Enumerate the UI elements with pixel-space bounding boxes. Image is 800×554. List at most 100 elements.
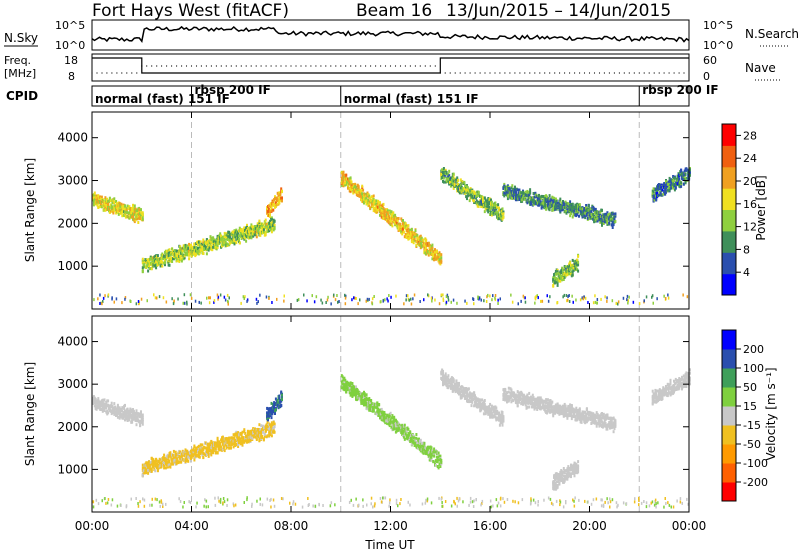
- ground-echo: [565, 294, 568, 297]
- echo-cell: [674, 186, 677, 190]
- echo-cell: [134, 218, 137, 222]
- echo-cell: [497, 210, 500, 214]
- nave-dot: [434, 65, 436, 67]
- ground-echo: [390, 295, 392, 299]
- echo-cell: [562, 204, 565, 208]
- echo-cell: [651, 193, 654, 197]
- ground-echo: [227, 299, 229, 303]
- echo-cell: [431, 246, 434, 250]
- ground-echo: [227, 302, 229, 306]
- ground-echo: [462, 500, 464, 504]
- ground-echo: [446, 293, 449, 297]
- echo-cell: [382, 202, 385, 206]
- echo-cell: [680, 181, 683, 185]
- echo-cell: [459, 188, 462, 192]
- ground-echo: [687, 502, 689, 506]
- echo-cell: [197, 247, 199, 250]
- echo-cell: [575, 206, 578, 210]
- echo-cell: [116, 403, 119, 407]
- echo-cell: [148, 267, 151, 271]
- ground-echo: [566, 299, 568, 303]
- ground-echo: [427, 293, 429, 297]
- echo-cell: [371, 204, 374, 208]
- ground-echo: [450, 504, 453, 508]
- echo-cell: [116, 202, 118, 206]
- nave-dot: [648, 72, 650, 74]
- ground-echo: [524, 296, 526, 300]
- ground-echo: [559, 500, 562, 504]
- echo-cell: [218, 440, 221, 444]
- echo-cell: [195, 454, 198, 458]
- echo-cell: [108, 407, 111, 410]
- echo-cell: [229, 235, 231, 239]
- ground-echo: [534, 297, 537, 301]
- ground-echo: [663, 505, 665, 509]
- echo-cell: [402, 219, 404, 222]
- ground-echo: [563, 293, 566, 297]
- ground-echo: [638, 496, 640, 500]
- echo-cell: [379, 213, 381, 217]
- echo-cell: [255, 235, 258, 239]
- ground-echo: [409, 503, 411, 507]
- echo-cell: [614, 214, 617, 218]
- nave-dot: [101, 72, 103, 74]
- ground-echo: [255, 297, 258, 301]
- echo-cell: [183, 453, 186, 457]
- nave-dot: [156, 65, 158, 67]
- nave-tick-top: 60: [703, 54, 717, 67]
- ground-echo: [650, 501, 652, 505]
- nsearch-tick-bottom: 10^0: [703, 39, 733, 52]
- ground-echo: [330, 501, 333, 505]
- nave-dot: [494, 72, 496, 74]
- ground-echo: [244, 295, 246, 299]
- echo-cell: [569, 267, 572, 271]
- echo-cell: [274, 205, 277, 208]
- echo-cell: [269, 219, 272, 223]
- echo-cell: [195, 446, 198, 450]
- ground-echo: [600, 498, 602, 502]
- echo-cell: [228, 243, 231, 247]
- date-range: 13/Jun/2015 – 14/Jun/2015: [446, 1, 671, 21]
- echo-cell: [97, 205, 100, 209]
- nave-dot: [220, 65, 222, 67]
- echo-cell: [259, 233, 262, 237]
- ground-echo: [111, 297, 113, 301]
- ground-echo: [198, 300, 200, 304]
- echo-cell: [168, 248, 171, 252]
- echo-cell: [169, 451, 172, 455]
- nave-dot: [91, 72, 93, 74]
- echo-cell: [547, 200, 550, 204]
- nave-dot: [305, 65, 307, 67]
- echo-cell: [197, 240, 200, 244]
- echo-cell: [207, 442, 210, 446]
- echo-cell: [496, 205, 499, 209]
- echo-cell: [425, 245, 428, 249]
- echo-cell: [445, 171, 448, 174]
- ground-echo: [664, 497, 666, 500]
- echo-cell: [570, 272, 572, 276]
- echo-cell: [369, 206, 372, 210]
- nave-dot: [365, 65, 367, 67]
- echo-cell: [667, 182, 670, 186]
- ground-echo: [655, 505, 657, 509]
- echo-cell: [571, 202, 574, 206]
- echo-cell: [229, 441, 231, 445]
- ground-echo: [573, 504, 576, 508]
- echo-cell: [408, 236, 411, 240]
- ground-echo: [373, 504, 376, 508]
- ground-echo: [447, 298, 450, 302]
- ground-echo: [137, 300, 140, 303]
- echo-cell: [518, 188, 521, 192]
- echo-cell: [132, 206, 134, 210]
- echo-cell: [169, 253, 172, 257]
- ground-echo: [135, 497, 137, 500]
- echo-cell: [426, 250, 429, 254]
- nave-dot: [215, 65, 217, 67]
- echo-cell: [554, 199, 556, 203]
- echo-cell: [132, 203, 134, 207]
- echo-cell: [501, 207, 504, 211]
- echo-cell: [220, 234, 223, 238]
- echo-cell: [570, 266, 573, 270]
- echo-cell: [152, 458, 155, 462]
- echo-cell: [244, 236, 247, 240]
